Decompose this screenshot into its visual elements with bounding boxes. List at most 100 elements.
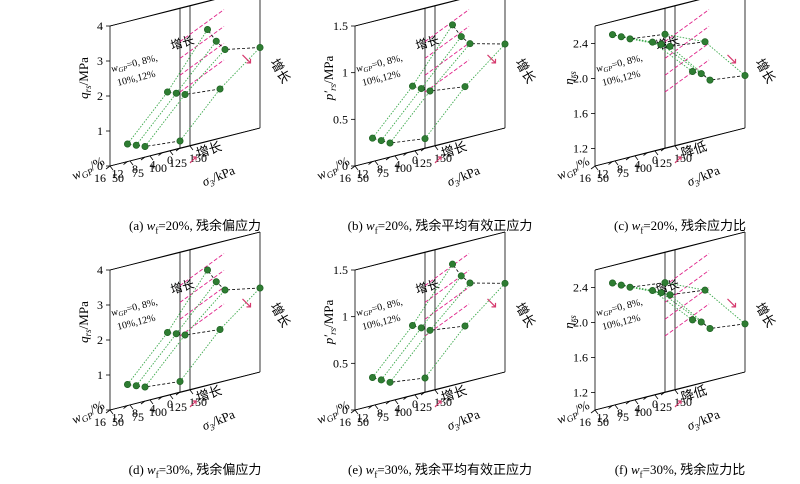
- caption-wf-sub: f: [374, 225, 378, 236]
- data-point: [608, 31, 616, 39]
- y-tick: [654, 394, 659, 400]
- z-tick-label: 0: [342, 403, 348, 417]
- y-tick: [149, 155, 154, 161]
- series-link: [704, 289, 746, 325]
- y-tick: [394, 155, 399, 161]
- data-point: [417, 85, 425, 93]
- z-axis-label: ηrs: [561, 71, 578, 85]
- z-tick-label: 2.4: [573, 281, 588, 295]
- series-link: [219, 47, 261, 90]
- annotation-label-1: 增长: [512, 56, 538, 86]
- data-point: [204, 266, 212, 274]
- annotation-label-1: 增长: [752, 56, 778, 86]
- pink-guide-line: [179, 9, 225, 42]
- annotation-label-2: 增长: [194, 139, 223, 161]
- y-tick-label: 50: [112, 415, 124, 429]
- series-link: [167, 269, 208, 333]
- data-point: [657, 40, 665, 48]
- z-tick-label: 0: [97, 403, 103, 417]
- y-tick-label: 75: [377, 410, 389, 424]
- data-point: [649, 38, 657, 46]
- y-tick-label: 125: [414, 156, 432, 170]
- series-link: [127, 91, 168, 145]
- pink-guide-line: [664, 59, 710, 93]
- x-tick-label: 16: [579, 171, 591, 185]
- data-point: [409, 322, 417, 330]
- x-tick: [625, 400, 631, 405]
- series-link: [175, 281, 217, 335]
- y-tick-label: 75: [132, 166, 144, 180]
- z-axis-label: qrs/MPa: [76, 301, 93, 343]
- x-tick: [123, 161, 128, 165]
- caption-label: (e): [347, 462, 366, 477]
- x-tick: [625, 156, 631, 161]
- data-point: [141, 143, 149, 151]
- data-point: [212, 278, 220, 286]
- data-point: [172, 330, 180, 338]
- chart-panel-e: 0 0.5 1 1.5 0 4 8 12 16 50 75 100 125 150 p′rs/MPa wGP/…: [314, 231, 565, 484]
- box-edge: [189, 231, 261, 251]
- cross-link: [144, 140, 181, 147]
- y-tick-label: 125: [654, 156, 672, 170]
- data-point: [701, 38, 709, 46]
- z-tick-label: 1.2: [573, 386, 588, 400]
- box-edge: [674, 371, 746, 391]
- caption-label: (f): [614, 462, 631, 477]
- y-tick: [434, 145, 439, 151]
- series-link: [219, 287, 261, 330]
- data-point: [449, 260, 457, 268]
- data-point: [417, 324, 425, 332]
- x-tick: [385, 156, 391, 161]
- y-tick: [374, 404, 379, 410]
- pink-guide-line: [664, 42, 710, 76]
- y-tick-label: 150: [674, 395, 692, 409]
- x-tick: [123, 405, 128, 409]
- box-edge: [189, 371, 261, 391]
- chart-panel-b: 0 0.5 1 1.5 0 4 8 12 16 50 75 100 125 150 p′rs/MPa wGP/…: [314, 0, 565, 240]
- x-tick: [140, 400, 146, 405]
- box-edge: [664, 0, 699, 9]
- box-edge: [109, 5, 191, 27]
- cross-link: [389, 377, 426, 383]
- pink-guide-line: [179, 26, 225, 59]
- series-link: [144, 334, 186, 388]
- annotation-label-2: 增长: [439, 383, 468, 405]
- x-tick-label: 12: [597, 411, 609, 425]
- annotation-label-2: 增长: [194, 383, 223, 405]
- data-point: [368, 134, 376, 142]
- annotation-label-1: 增长: [752, 300, 778, 330]
- z-tick-label: 1.6: [573, 351, 588, 365]
- caption-text: =20%, 残余应力比: [643, 218, 747, 233]
- cross-link: [389, 138, 426, 144]
- x-tick: [105, 165, 111, 170]
- x-tick: [368, 161, 373, 165]
- series-link: [389, 90, 431, 144]
- y-tick-label: 50: [597, 415, 609, 429]
- y-tick-label: 75: [377, 166, 389, 180]
- cross-link: [429, 86, 466, 92]
- caption-wf: w: [630, 462, 640, 477]
- data-point: [212, 37, 220, 45]
- series-link: [135, 333, 177, 387]
- y-tick-label: 150: [189, 151, 207, 165]
- y-tick: [129, 160, 134, 166]
- annotation-label-1: 增长: [267, 300, 293, 330]
- x-tick-label: 8: [377, 162, 383, 176]
- data-point: [368, 374, 376, 382]
- data-point: [501, 279, 509, 287]
- box-edge: [189, 0, 215, 7]
- annotation-label-1: 增长: [267, 56, 293, 86]
- x-tick: [350, 165, 356, 170]
- x-tick-label: 12: [112, 411, 124, 425]
- growth-arrow-icon: [434, 156, 442, 164]
- y-tick-label: 100: [394, 161, 412, 175]
- x-tick-label: 16: [94, 415, 106, 429]
- box-edge: [179, 0, 214, 9]
- x-tick: [643, 152, 648, 156]
- x-tick-label: 0: [412, 397, 418, 411]
- x-tick: [660, 391, 666, 396]
- data-point: [697, 70, 705, 78]
- series-link: [380, 88, 422, 141]
